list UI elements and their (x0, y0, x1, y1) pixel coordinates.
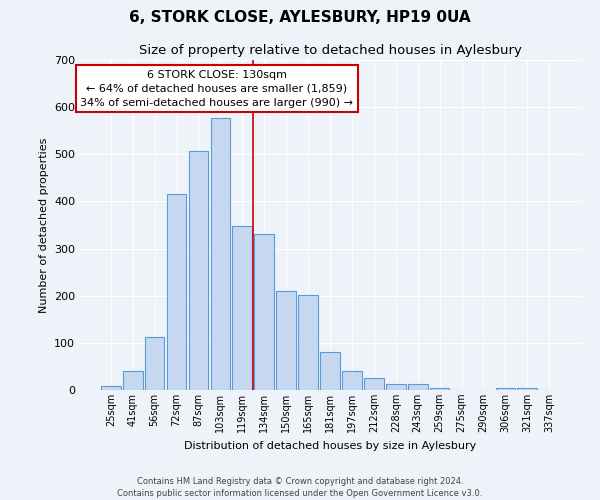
Bar (101, 386, 121, 390)
Text: 6 STORK CLOSE: 130sqm
← 64% of detached houses are smaller (1,859)
34% of semi-d: 6 STORK CLOSE: 130sqm ← 64% of detached … (80, 70, 353, 108)
Text: 6, STORK CLOSE, AYLESBURY, HP19 0UA: 6, STORK CLOSE, AYLESBURY, HP19 0UA (129, 10, 471, 25)
Bar (320, 352, 340, 390)
Bar (276, 290, 296, 390)
Bar (517, 388, 537, 390)
Bar (496, 388, 515, 390)
Bar (145, 337, 164, 390)
Bar (123, 371, 143, 390)
Bar (188, 151, 208, 390)
Y-axis label: Number of detached properties: Number of detached properties (38, 138, 49, 312)
Bar (342, 371, 362, 390)
X-axis label: Distribution of detached houses by size in Aylesbury: Distribution of detached houses by size … (184, 440, 476, 450)
Title: Size of property relative to detached houses in Aylesbury: Size of property relative to detached ho… (139, 44, 521, 58)
Bar (232, 226, 252, 390)
Bar (386, 384, 406, 390)
Bar (167, 194, 187, 390)
Bar (430, 388, 449, 390)
Bar (364, 378, 384, 390)
Bar (408, 384, 428, 390)
Text: Contains HM Land Registry data © Crown copyright and database right 2024.
Contai: Contains HM Land Registry data © Crown c… (118, 476, 482, 498)
Bar (298, 295, 318, 390)
Bar (254, 234, 274, 390)
Bar (211, 118, 230, 390)
